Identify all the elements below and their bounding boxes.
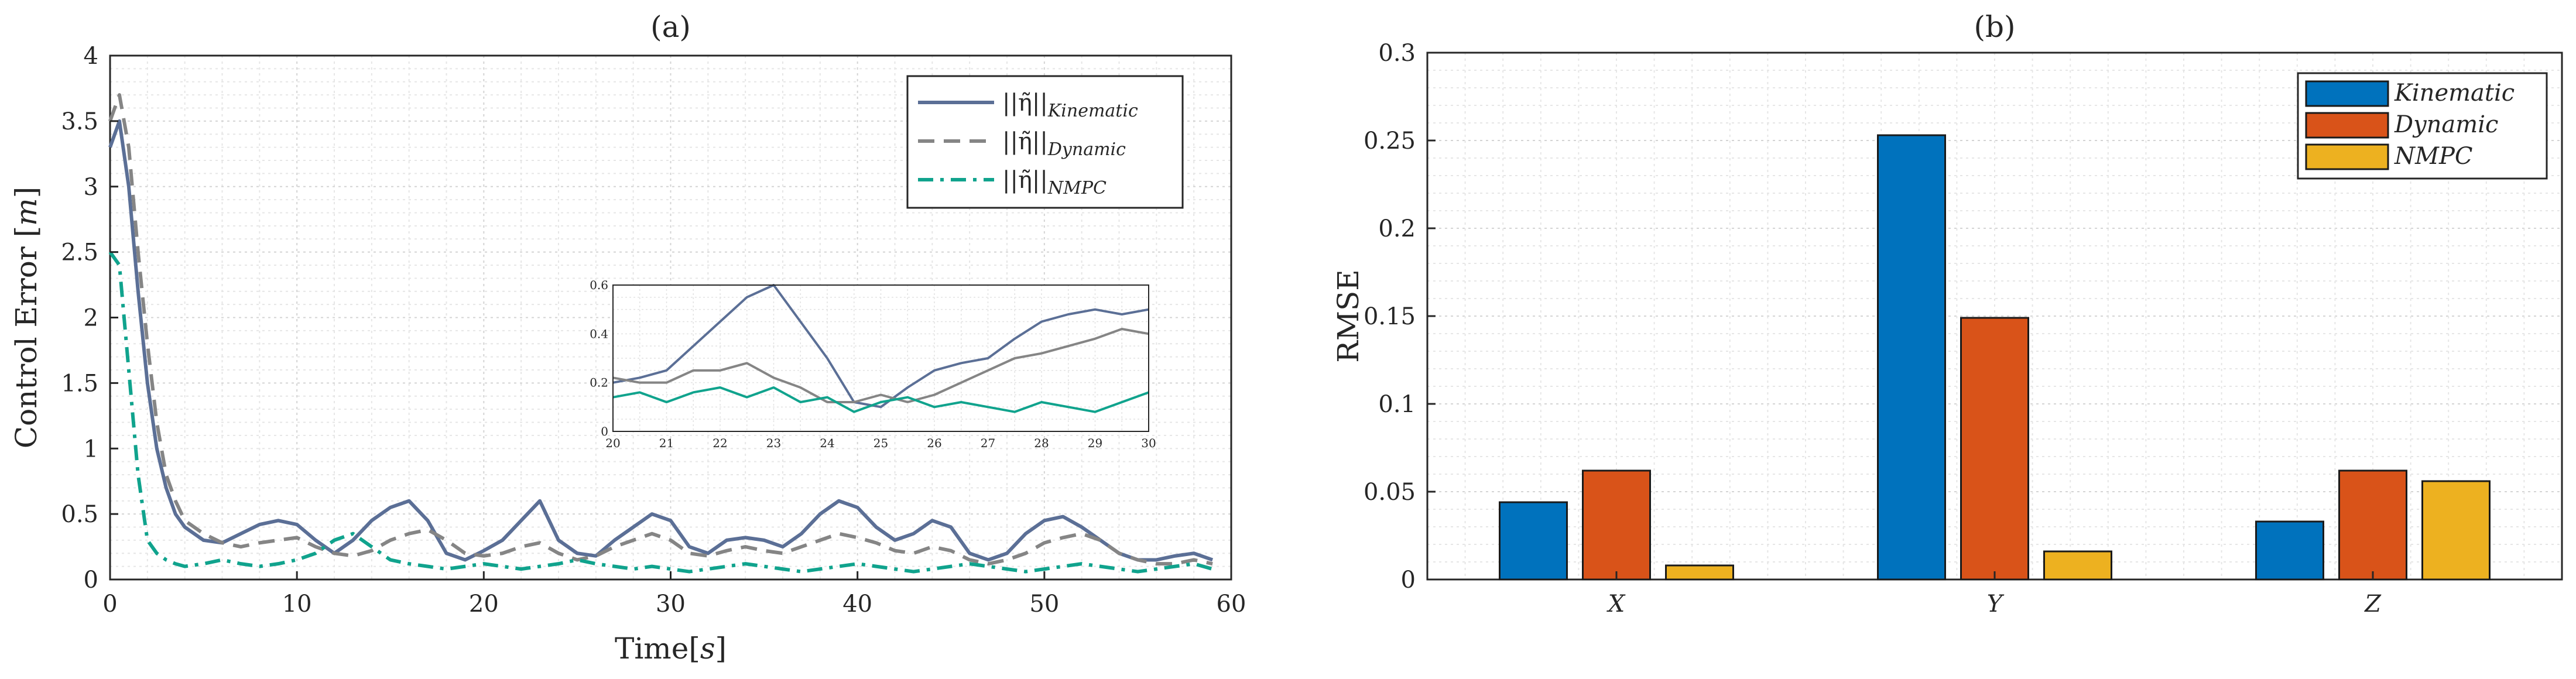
panel-b-x-tick-label: Z	[2363, 591, 2382, 618]
inset-frame	[612, 284, 1149, 432]
panel-b-legend-label-kinematic: Kinematic	[2394, 80, 2515, 107]
legend-norm: ||η̃||	[1002, 128, 1048, 155]
panel-b-bar-kinematic-z	[2255, 520, 2324, 581]
panel-b-legend-swatch-nmpc	[2305, 143, 2389, 170]
panel-b-bars-group	[1499, 134, 2491, 581]
panel-b-y-tick-label: 0.25	[1364, 128, 1416, 155]
panel-b-bar-dynamic-x	[1582, 469, 1651, 581]
panel-a-x-tick-label: 50	[1029, 591, 1059, 618]
inset-x-tick-label: 28	[1034, 436, 1049, 450]
panel-b-x-tick-label: X	[1606, 591, 1626, 618]
panel-a-y-tick-label: 2.5	[61, 239, 98, 266]
panel-b-bar-nmpc-y	[2043, 550, 2112, 581]
legend-norm: ||η̃||	[1002, 90, 1048, 116]
inset-y-tick-label: 0.2	[590, 376, 608, 390]
panel-a-inset-zoom: 20 21 22 23 24 25 26 27 28 29 30 0 0.2 0.4 0.6	[590, 278, 1156, 450]
inset-y-tick-label: 0.4	[590, 327, 608, 341]
inset-series-kinematic	[612, 284, 1149, 409]
panel-b-bar-chart: (b) 0 0.05 0.1 0.15 0.2 0.25 0.3 X Y Z RMSE Kinem…	[1331, 10, 2563, 618]
panel-b-y-tick-label: 0	[1401, 567, 1416, 594]
panel-a-x-tick-label: 10	[282, 591, 312, 618]
panel-a-y-tick-label: 1	[84, 435, 98, 462]
x-label-bracket-open: [	[688, 632, 700, 666]
inset-series-nmpc	[612, 386, 1149, 413]
panel-a-y-tick-label: 3	[84, 174, 98, 201]
panel-b-y-tick-label: 0.1	[1378, 391, 1416, 418]
panel-a-y-tick-label: 4	[84, 43, 98, 70]
panel-a-y-tick-label: 2	[84, 305, 98, 332]
panel-b-legend-label-nmpc: NMPC	[2394, 143, 2472, 170]
panel-a-x-tick-label: 60	[1217, 591, 1246, 618]
panel-a-legend-label-dynamic: ||η̃||Dynamic	[1002, 128, 1126, 160]
panel-a-x-tick-label: 40	[842, 591, 872, 618]
legend-subscript: Kinematic	[1047, 101, 1138, 121]
panel-a-x-tick-label: 0	[102, 591, 117, 618]
panel-a-y-tick-label: 3.5	[61, 108, 98, 135]
panel-b-title: (b)	[1974, 10, 2015, 44]
panel-b-bar-kinematic-x	[1499, 501, 1568, 581]
panel-b-x-tick-label: Y	[1987, 591, 2005, 618]
panel-a-y-tick-label: 0	[84, 567, 98, 594]
panel-b-grid	[1427, 52, 2562, 580]
inset-x-tick-label: 25	[873, 436, 888, 450]
panel-a-tick-labels: 0 10 20 30 40 50 60 0 0.5 1 1.5 2 2.5 3 3.5 4	[61, 43, 1246, 618]
inset-x-tick-label: 22	[712, 436, 727, 450]
y-label-bracket-close: ]	[9, 187, 43, 198]
panel-b-legend-swatch-dynamic	[2305, 112, 2389, 139]
y-label-unit: m	[9, 198, 43, 225]
panel-a-x-tick-label: 20	[469, 591, 499, 618]
inset-x-tick-label: 21	[659, 436, 674, 450]
inset-x-tick-label: 30	[1141, 436, 1156, 450]
inset-series-dynamic	[612, 328, 1149, 403]
panel-b-legend-label-dynamic: Dynamic	[2394, 111, 2498, 138]
panel-b-legend: Kinematic Dynamic NMPC	[2297, 72, 2548, 180]
panel-b-y-axis-label: RMSE	[1331, 269, 1365, 363]
panel-a-series-kinematic	[108, 119, 1214, 562]
inset-x-tick-label: 24	[820, 436, 834, 450]
panel-a-legend-label-kinematic: ||η̃||Kinematic	[1002, 90, 1138, 121]
x-label-unit: s	[700, 632, 715, 666]
panel-a-y-axis-label: Control Error [m]	[9, 187, 43, 448]
panel-b-y-tick-label: 0.2	[1378, 215, 1416, 242]
panel-a-title: (a)	[650, 10, 691, 44]
legend-subscript: NMPC	[1047, 178, 1107, 198]
panel-b-bar-dynamic-z	[2338, 469, 2407, 581]
panel-a-series-group	[108, 93, 1214, 574]
inset-x-tick-label: 27	[981, 436, 995, 450]
panel-b-y-tick-label: 0.3	[1378, 40, 1416, 67]
inset-y-tick-label: 0.6	[590, 278, 608, 292]
legend-subscript: Dynamic	[1047, 139, 1126, 160]
panel-a-series-dynamic	[108, 93, 1213, 566]
panel-a-x-axis-label: Time[s]	[615, 632, 727, 666]
panel-b-bar-nmpc-z	[2421, 480, 2491, 581]
y-label-text: Control Error	[9, 246, 43, 448]
panel-a-series-nmpc	[108, 251, 1213, 574]
panel-b-bar-kinematic-y	[1877, 134, 1946, 581]
inset-y-tick-label: 0	[601, 424, 608, 438]
panel-b-tick-labels: 0 0.05 0.1 0.15 0.2 0.25 0.3 X Y Z	[1364, 40, 2382, 618]
inset-x-tick-label: 23	[766, 436, 781, 450]
panel-b-y-tick-label: 0.15	[1364, 303, 1416, 330]
inset-x-tick-label: 26	[927, 436, 941, 450]
x-label-bracket-close: ]	[715, 632, 727, 666]
panel-a-y-tick-label: 0.5	[61, 501, 98, 528]
panel-b-bar-dynamic-y	[1960, 317, 2029, 581]
panel-a-legend: ||η̃||Kinematic||η̃||Dynamic||η̃||NMPC	[906, 75, 1184, 209]
x-label-text: Time	[615, 632, 688, 666]
y-label-bracket-open: [	[9, 226, 43, 246]
panel-b-bar-nmpc-x	[1665, 564, 1734, 581]
legend-norm: ||η̃||	[1002, 167, 1048, 194]
panel-a-legend-label-nmpc: ||η̃||NMPC	[1002, 167, 1107, 198]
panel-a-legend-box	[906, 75, 1184, 209]
inset-x-tick-label: 29	[1088, 436, 1102, 450]
panel-a-y-tick-label: 1.5	[61, 370, 98, 397]
panel-a-x-tick-label: 30	[656, 591, 686, 618]
panel-b-y-tick-label: 0.05	[1364, 479, 1416, 506]
panel-b-legend-swatch-kinematic	[2305, 80, 2389, 107]
inset-x-tick-label: 20	[605, 436, 620, 450]
